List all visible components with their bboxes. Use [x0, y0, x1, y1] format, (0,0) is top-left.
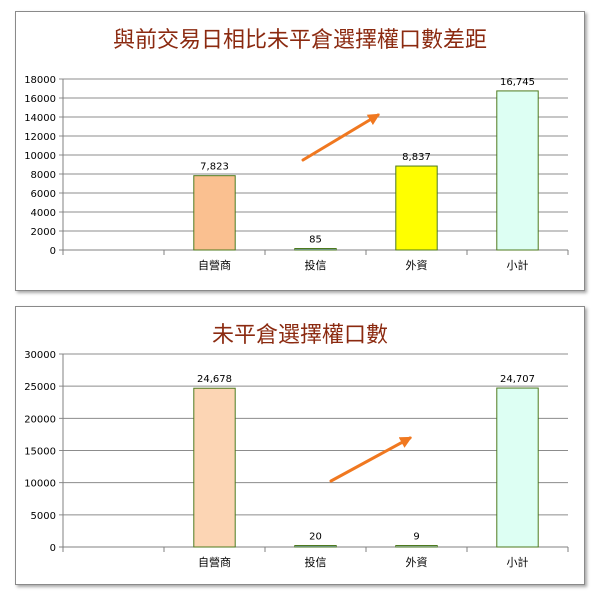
chart-panel-open-interest: 未平倉選擇權口數 0 5000 10000 15000 20000 25000 30000 自… [15, 306, 585, 585]
bar [193, 387, 236, 548]
bar [193, 175, 236, 251]
x-tick-label: 外資 [406, 556, 428, 569]
y-tick-label: 2000 [31, 227, 56, 238]
y-tick-label: 14000 [24, 113, 56, 124]
y-tick-label: 0 [50, 246, 56, 257]
y-tick-label: 25000 [24, 382, 56, 393]
chart-title: 與前交易日相比未平倉選擇權口數差距 [112, 28, 487, 53]
y-tick-label: 6000 [31, 189, 56, 200]
trend-arrow [329, 436, 413, 483]
data-label: 24,707 [500, 374, 535, 385]
bar [496, 387, 539, 548]
data-label: 9 [413, 532, 419, 543]
data-label: 20 [309, 532, 322, 543]
x-tick-label: 小計 [507, 258, 529, 272]
bar [294, 248, 337, 251]
chart-svg: 0 5000 10000 15000 20000 25000 30000 自營商 24,678 投… [24, 350, 569, 569]
x-tick-label: 自營商 [198, 555, 231, 569]
y-tick-label: 12000 [24, 132, 56, 143]
y-tick-label: 5000 [31, 511, 56, 522]
chart-panel-difference: 與前交易日相比未平倉選擇權口數差距 0 2000 4000 6000 8000 10000… [15, 11, 585, 291]
data-label: 24,678 [197, 374, 232, 385]
x-tick-label: 投信 [305, 555, 327, 569]
x-tick-label: 自營商 [198, 258, 231, 272]
chart-svg: 0 2000 4000 6000 8000 10000 12000 14000 16000 180… [24, 75, 569, 272]
data-label: 16,745 [500, 77, 535, 88]
y-tick-label: 30000 [24, 350, 56, 361]
trend-arrow [301, 113, 381, 162]
y-tick-label: 18000 [24, 75, 56, 86]
y-tick-label: 8000 [31, 170, 56, 181]
y-tick-label: 0 [50, 543, 56, 554]
y-tick-label: 16000 [24, 94, 56, 105]
bar [395, 545, 438, 548]
bar [294, 545, 337, 548]
y-tick-label: 4000 [31, 208, 56, 219]
y-tick-label: 10000 [24, 479, 56, 490]
data-label: 8,837 [402, 152, 431, 163]
x-tick-label: 投信 [305, 258, 327, 272]
y-tick-label: 10000 [24, 151, 56, 162]
y-tick-label: 15000 [24, 447, 56, 458]
bar [496, 90, 539, 251]
y-tick-label: 20000 [24, 414, 56, 425]
data-label: 85 [309, 235, 322, 246]
data-label: 7,823 [200, 162, 229, 173]
x-tick-label: 外資 [406, 259, 428, 272]
chart-title: 未平倉選擇權口數 [211, 323, 388, 348]
bar [395, 165, 438, 251]
x-tick-label: 小計 [507, 555, 529, 569]
